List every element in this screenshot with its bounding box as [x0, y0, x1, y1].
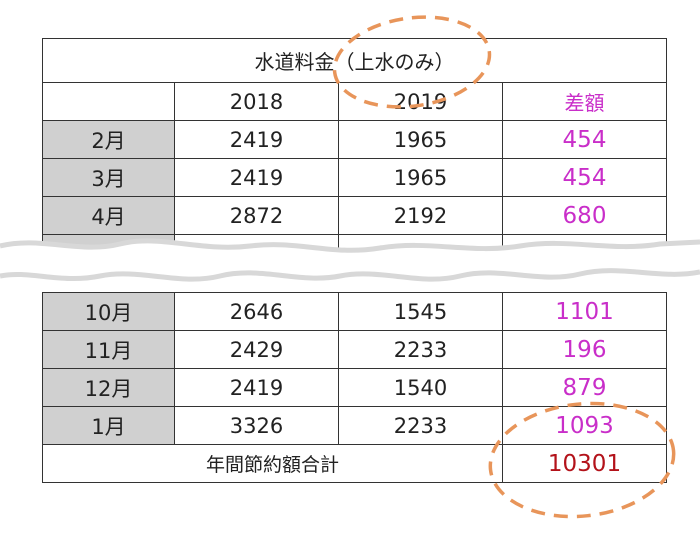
- header-2019: 2019: [338, 82, 503, 121]
- table-row: 1月 3326 2233 1093: [42, 406, 667, 445]
- value-2019-cell: 2192: [338, 196, 503, 235]
- month-cell: 1月: [42, 406, 175, 445]
- table-row: 11月 2429 2233 196: [42, 330, 667, 369]
- diff-cell: 1101: [502, 292, 667, 331]
- total-label: 年間節約額合計: [42, 444, 503, 483]
- torn-paper-break: [0, 238, 700, 282]
- table-row: 4月 2872 2192 680: [42, 196, 667, 235]
- month-cell: 11月: [42, 330, 175, 369]
- value-2018-cell: 2872: [174, 196, 339, 235]
- diff-cell: 1093: [502, 406, 667, 445]
- value-2019-cell: 1540: [338, 368, 503, 407]
- month-cell: 4月: [42, 196, 175, 235]
- table-row: 2月 2419 1965 454: [42, 120, 667, 159]
- diff-cell: 454: [502, 158, 667, 197]
- value-2019-cell: 1965: [338, 158, 503, 197]
- value-2018-cell: 2419: [174, 158, 339, 197]
- value-2018-cell: 2429: [174, 330, 339, 369]
- table-row: 12月 2419 1540 879: [42, 368, 667, 407]
- diff-cell: 879: [502, 368, 667, 407]
- value-2019-cell: 1545: [338, 292, 503, 331]
- value-2018-cell: 2419: [174, 120, 339, 159]
- value-2018-cell: 2646: [174, 292, 339, 331]
- month-cell: 2月: [42, 120, 175, 159]
- month-cell: 10月: [42, 292, 175, 331]
- header-blank: [42, 82, 175, 121]
- water-fee-table-bottom: 10月 2646 1545 1101 11月 2429 2233 196 12月…: [42, 292, 667, 483]
- table-title: 水道料金（上水のみ）: [42, 38, 667, 83]
- diff-cell: 680: [502, 196, 667, 235]
- header-diff: 差額: [502, 82, 667, 121]
- value-2019-cell: 2233: [338, 330, 503, 369]
- month-cell: 12月: [42, 368, 175, 407]
- diff-cell: 196: [502, 330, 667, 369]
- total-row: 年間節約額合計 10301: [42, 444, 667, 483]
- diff-cell: 454: [502, 120, 667, 159]
- header-2018: 2018: [174, 82, 339, 121]
- month-cell: 3月: [42, 158, 175, 197]
- table-row: 3月 2419 1965 454: [42, 158, 667, 197]
- table-row: 10月 2646 1545 1101: [42, 292, 667, 331]
- value-2019-cell: 1965: [338, 120, 503, 159]
- value-2018-cell: 3326: [174, 406, 339, 445]
- value-2019-cell: 2233: [338, 406, 503, 445]
- value-2018-cell: 2419: [174, 368, 339, 407]
- total-value: 10301: [502, 444, 667, 483]
